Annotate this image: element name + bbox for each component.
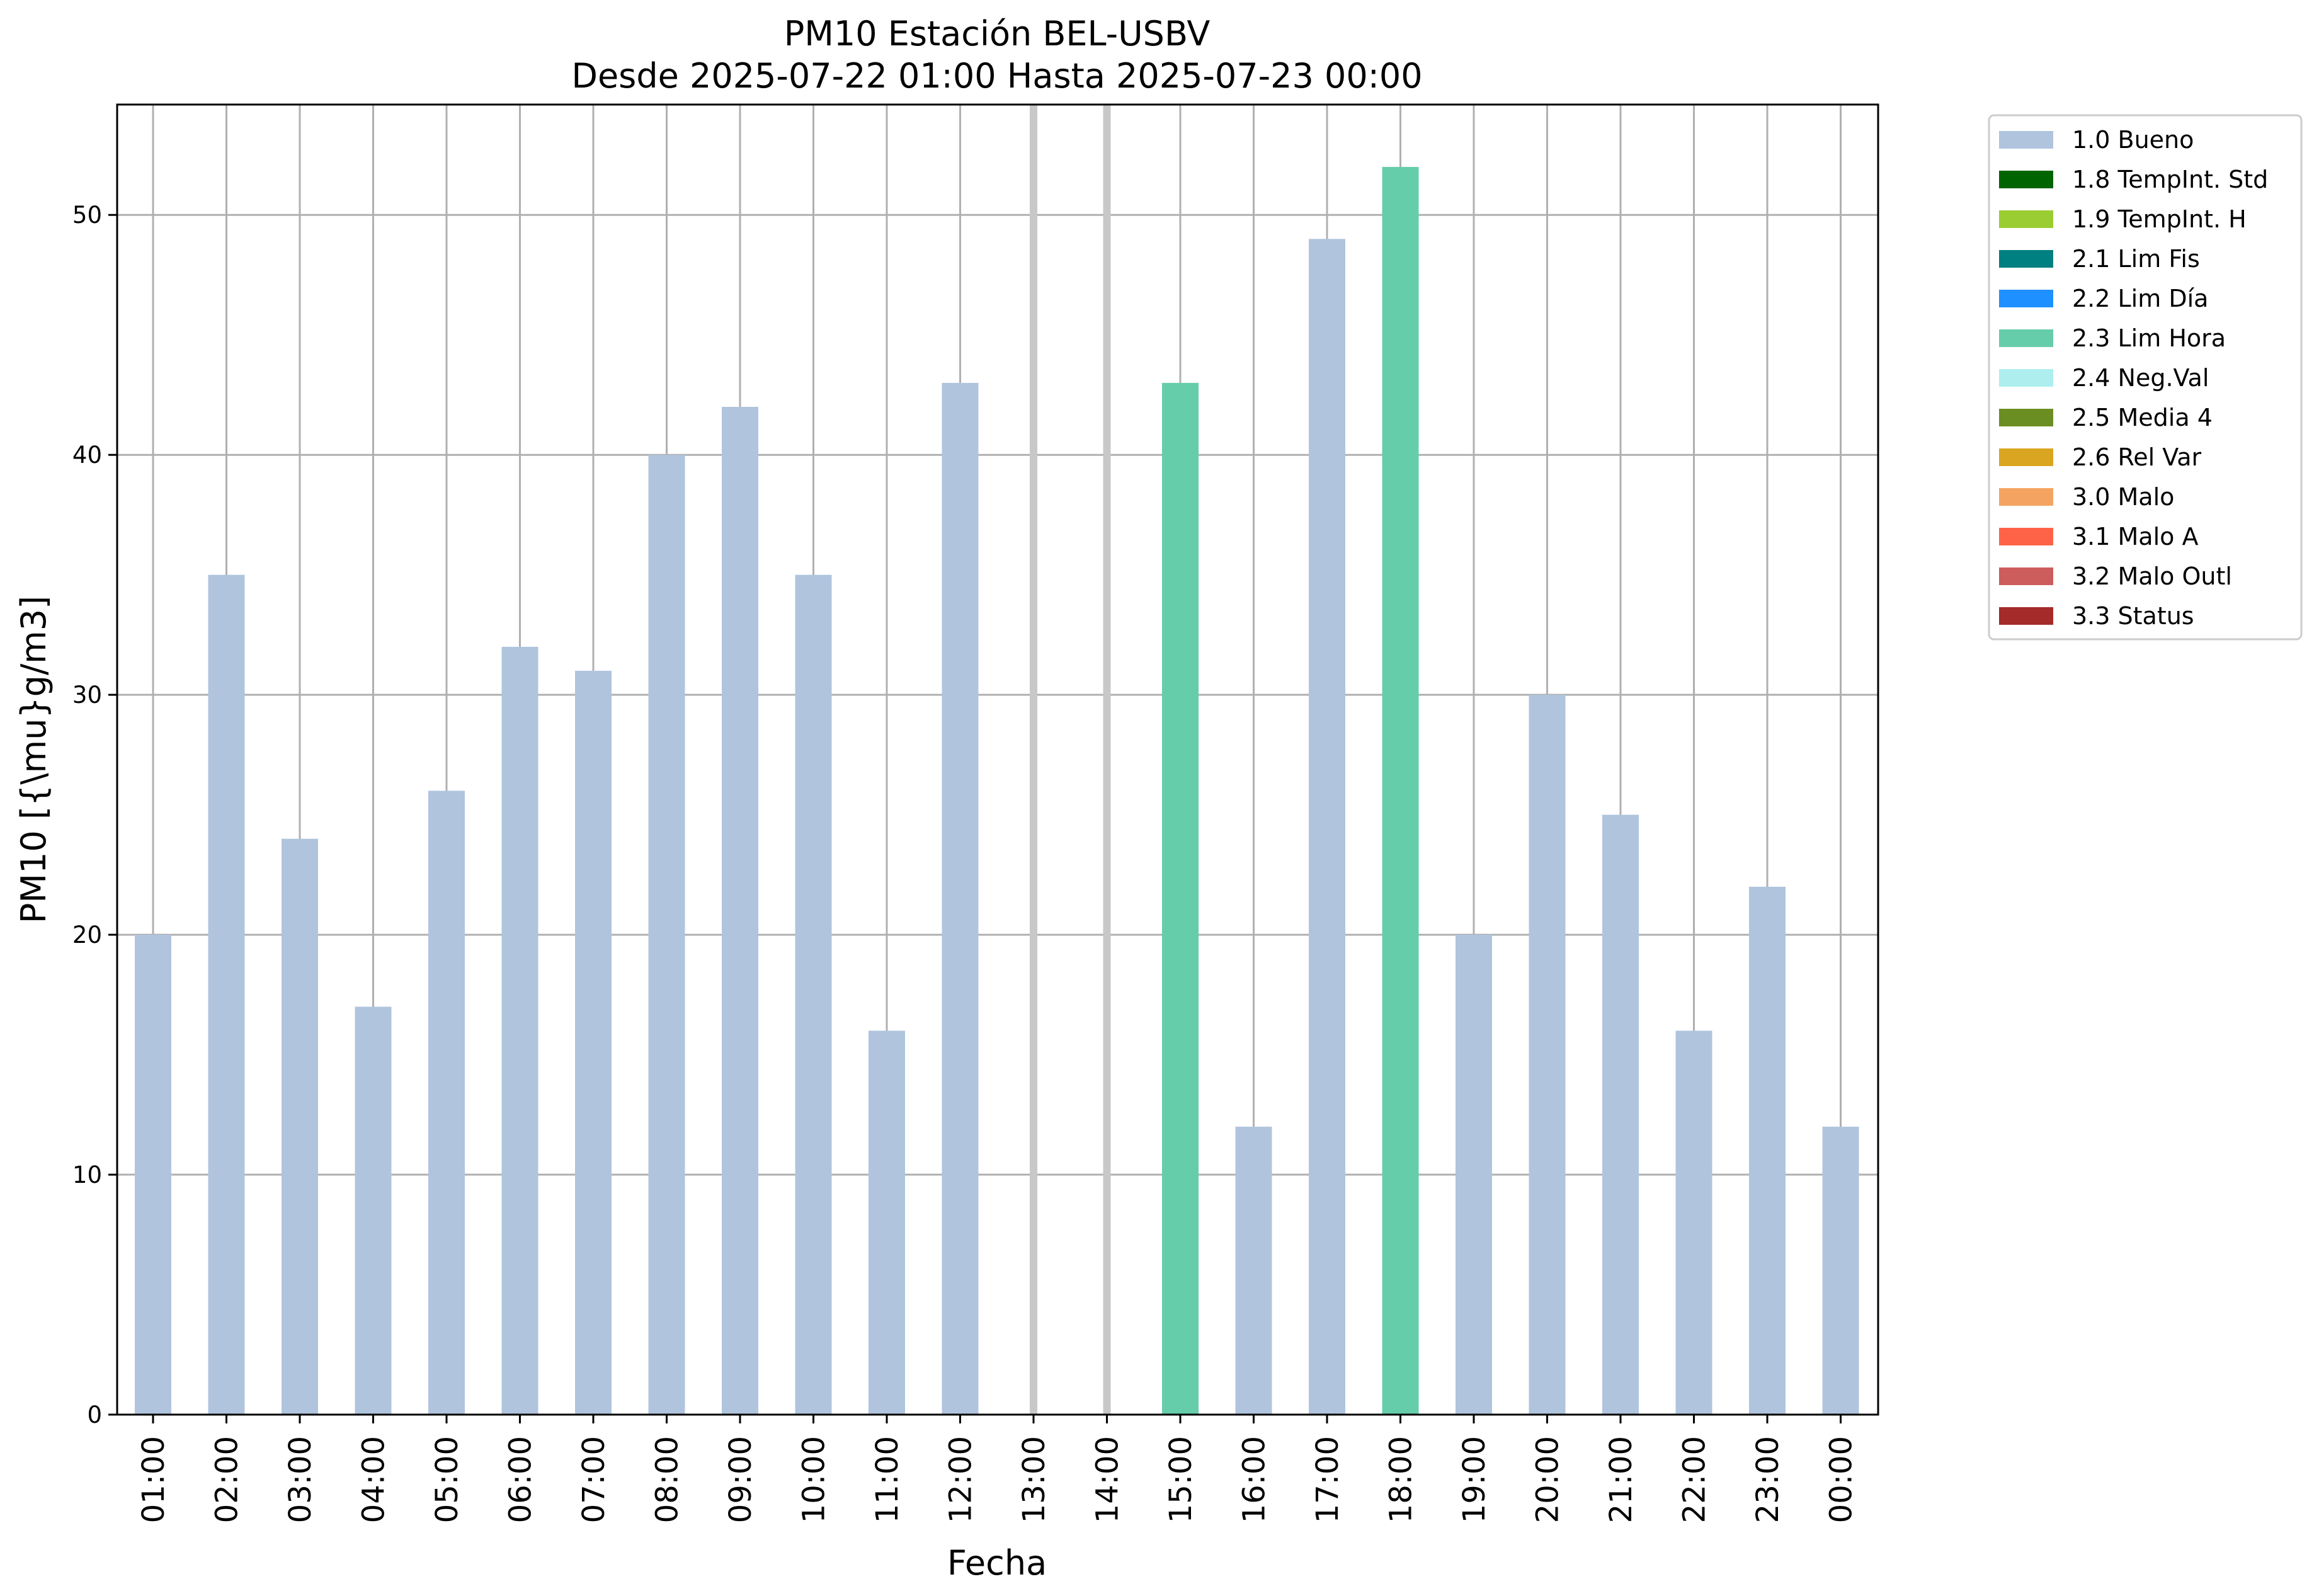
legend-swatch <box>1999 567 2053 585</box>
x-tick-label: 12:00 <box>943 1436 979 1523</box>
chart-subtitle: Desde 2025-07-22 01:00 Hasta 2025-07-23 … <box>571 56 1422 96</box>
bar <box>282 838 318 1415</box>
bar <box>1456 935 1492 1415</box>
legend-swatch <box>1999 528 2053 545</box>
bar <box>208 574 245 1415</box>
bar <box>1822 1126 1859 1415</box>
y-axis-title: PM10 [{\mu}g/m3] <box>14 596 54 923</box>
legend-label: 3.1 Malo A <box>2072 523 2198 550</box>
y-tick-label: 50 <box>72 202 102 229</box>
legend-swatch <box>1999 131 2053 149</box>
bar <box>1602 814 1639 1415</box>
legend-frame <box>1988 114 2303 641</box>
legend-label: 2.1 Lim Fis <box>2072 245 2200 273</box>
x-tick-label: 09:00 <box>723 1436 758 1523</box>
x-tick-label: 03:00 <box>283 1436 318 1523</box>
legend-swatch <box>1999 448 2053 466</box>
bar <box>648 455 685 1415</box>
legend-label: 3.0 Malo <box>2072 483 2174 511</box>
legend-label: 2.5 Media 4 <box>2072 404 2213 431</box>
legend-swatch <box>1999 369 2053 387</box>
bar <box>355 1006 392 1415</box>
x-tick-label: 17:00 <box>1310 1436 1345 1523</box>
x-tick-label: 21:00 <box>1604 1436 1639 1523</box>
missing-data-marker <box>1103 105 1111 1415</box>
legend-label: 3.3 Status <box>2072 602 2194 630</box>
bars <box>135 167 1859 1415</box>
bar <box>501 646 538 1415</box>
bar <box>1235 1126 1272 1415</box>
legend-swatch <box>1999 488 2053 506</box>
bar <box>942 382 979 1415</box>
legend-label: 1.9 TempInt. H <box>2072 205 2247 233</box>
bar <box>795 574 832 1415</box>
x-tick-label: 22:00 <box>1677 1436 1712 1523</box>
legend-label: 2.3 Lim Hora <box>2072 324 2226 352</box>
legend-swatch <box>1999 290 2053 307</box>
x-tick-label: 01:00 <box>136 1436 171 1523</box>
bar <box>1309 239 1345 1415</box>
bar <box>135 935 171 1415</box>
bar <box>1749 886 1786 1415</box>
x-axis-title: Fecha <box>947 1543 1047 1583</box>
x-tick-label: 23:00 <box>1750 1436 1786 1523</box>
legend: 1.0 Bueno 1.8 TempInt. Std 1.9 TempInt. H 2… <box>1988 114 2303 641</box>
legend-swatch <box>1999 250 2053 268</box>
legend-swatch <box>1999 409 2053 426</box>
legend-swatch <box>1999 171 2053 188</box>
x-tick-label: 19:00 <box>1457 1436 1492 1523</box>
missing-data-marker <box>1030 105 1037 1415</box>
legend-swatch <box>1999 210 2053 228</box>
y-tick-label: 0 <box>87 1401 102 1428</box>
chart-title: PM10 Estación BEL-USBV <box>784 14 1211 54</box>
x-tick-label: 05:00 <box>430 1436 465 1523</box>
y-axis-ticks: 0 10 20 30 40 50 <box>72 202 117 1428</box>
plot-frame <box>116 103 1879 1416</box>
legend-label: 2.6 Rel Var <box>2072 443 2202 471</box>
x-tick-label: 18:00 <box>1384 1436 1419 1523</box>
bar <box>1162 382 1199 1415</box>
y-tick-label: 30 <box>72 681 102 709</box>
x-tick-label: 20:00 <box>1530 1436 1566 1523</box>
legend-swatch <box>1999 607 2053 625</box>
x-tick-label: 00:00 <box>1824 1436 1859 1523</box>
x-tick-label: 10:00 <box>797 1436 832 1523</box>
x-tick-label: 15:00 <box>1163 1436 1199 1523</box>
x-tick-label: 14:00 <box>1090 1436 1125 1523</box>
missing-data-markers <box>1030 105 1111 1415</box>
y-tick-label: 10 <box>72 1161 102 1188</box>
y-tick-label: 20 <box>72 921 102 949</box>
legend-swatch <box>1999 329 2053 347</box>
x-tick-label: 16:00 <box>1237 1436 1272 1523</box>
x-tick-label: 13:00 <box>1017 1436 1052 1523</box>
bar <box>722 407 758 1415</box>
legend-label: 1.8 TempInt. Std <box>2072 166 2268 193</box>
x-tick-label: 11:00 <box>870 1436 905 1523</box>
bar <box>575 671 612 1415</box>
legend-label: 2.2 Lim Día <box>2072 285 2208 312</box>
legend-label: 3.2 Malo Outl <box>2072 562 2232 590</box>
bar <box>1382 167 1419 1415</box>
bar <box>1675 1030 1712 1415</box>
x-axis-ticks: 01:00 02:00 03:00 04:00 05:00 06:00 07:00 08:00… <box>136 1415 1859 1523</box>
x-tick-label: 04:00 <box>356 1436 392 1523</box>
legend-label: 1.0 Bueno <box>2072 126 2194 154</box>
bar <box>869 1030 905 1415</box>
x-tick-label: 02:00 <box>210 1436 245 1523</box>
x-tick-label: 07:00 <box>576 1436 612 1523</box>
x-tick-label: 06:00 <box>503 1436 538 1523</box>
bar <box>1529 695 1566 1415</box>
legend-label: 2.4 Neg.Val <box>2072 364 2209 392</box>
x-tick-label: 08:00 <box>650 1436 685 1523</box>
bar <box>428 790 465 1415</box>
y-tick-label: 40 <box>72 442 102 469</box>
